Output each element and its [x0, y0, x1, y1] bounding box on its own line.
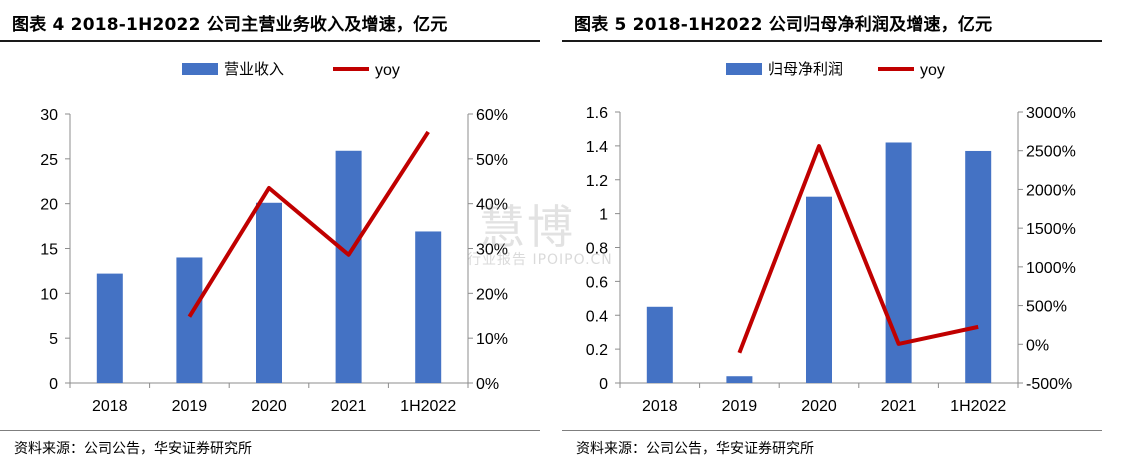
bar	[256, 202, 282, 383]
bar	[96, 273, 123, 383]
x-tick-label: 2020	[251, 398, 287, 415]
yoy-line	[187, 130, 430, 318]
bottom-rule	[562, 430, 1102, 431]
y-left-tick-label: 10	[40, 286, 58, 303]
chart-revenue: 0 5 10 15 20 25 30 0% 10% 20% 30% 40% 50% 60% 2018 2019…	[40, 61, 508, 415]
y-right-tick-label: 3000%	[1026, 105, 1076, 122]
x-tick-label: 1H2022	[950, 398, 1006, 415]
y-left-tick-label: 25	[40, 152, 58, 169]
source-note: 资料来源：公司公告，华安证券研究所	[14, 441, 252, 457]
y-right-tick-label: 2500%	[1026, 144, 1076, 161]
y-right-tick-label: 20%	[476, 286, 508, 303]
bar	[335, 150, 362, 383]
y-right-tick-label: 0%	[1026, 337, 1049, 354]
bottom-rule	[0, 430, 540, 431]
chart-title: 图表 4 2018-1H2022 公司主营业务收入及增速，亿元	[12, 15, 448, 35]
y-right-tick-label: 40%	[476, 197, 508, 214]
legend-line-label: yoy	[375, 62, 400, 79]
y-left-tick-label: 0	[49, 376, 58, 393]
y-left-tick-label: 1.6	[586, 105, 608, 122]
y-left-tick-label: 0.4	[586, 308, 608, 325]
bar	[176, 257, 203, 383]
y-right-tick-label: -500%	[1026, 376, 1072, 393]
legend-bar-swatch	[726, 63, 762, 75]
y-left-tick-label: 20	[40, 197, 58, 214]
y-left-tick-label: 1.2	[586, 173, 608, 190]
y-left-tick-label: 0	[599, 376, 608, 393]
y-right-tick-label: 10%	[476, 331, 508, 348]
y-right-tick-label: 1500%	[1026, 221, 1076, 238]
legend-bar-label: 营业收入	[224, 61, 284, 78]
x-tick-label: 2021	[881, 398, 917, 415]
y-right-tick-label: 30%	[476, 242, 508, 259]
bar	[965, 150, 992, 383]
y-right-tick-label: 2000%	[1026, 182, 1076, 199]
x-tick-label: 2018	[642, 398, 678, 415]
y-left-tick-label: 0.6	[586, 274, 608, 291]
bar	[646, 306, 673, 383]
y-left-tick-label: 1.4	[586, 139, 608, 156]
y-left-tick-label: 0.8	[586, 241, 608, 258]
y-right-tick-label: 500%	[1026, 299, 1067, 316]
y-left-tick-label: 0.2	[586, 342, 608, 359]
title-rule	[562, 40, 1102, 42]
x-tick-label: 2018	[92, 398, 128, 415]
x-tick-label: 2020	[801, 398, 837, 415]
chart-net-profit: 0 0.2 0.4 0.6 0.8 1 1.2 1.4 1.6 -500% 0% 500% 1000% 1…	[586, 61, 1076, 415]
y-right-tick-label: 60%	[476, 107, 508, 124]
x-tick-label: 2019	[172, 398, 208, 415]
yoy-line	[737, 144, 979, 354]
x-tick-label: 2021	[331, 398, 367, 415]
chart-panel-net-profit: 图表 5 2018-1H2022 公司归母净利润及增速，亿元 0 0.2 0.4 0.…	[562, 0, 1102, 467]
x-tick-label: 1H2022	[400, 398, 456, 415]
y-left-tick-label: 1	[599, 207, 608, 224]
source-note: 资料来源：公司公告，华安证券研究所	[576, 441, 814, 457]
bar	[726, 376, 753, 383]
legend-bar-label: 归母净利润	[768, 61, 843, 78]
y-right-tick-label: 0%	[476, 376, 499, 393]
legend-line-label: yoy	[920, 62, 945, 79]
y-right-tick-label: 1000%	[1026, 260, 1076, 277]
chart-title: 图表 5 2018-1H2022 公司归母净利润及增速，亿元	[574, 15, 993, 35]
y-right-tick-label: 50%	[476, 152, 508, 169]
bar	[885, 142, 912, 383]
y-left-tick-label: 15	[40, 242, 58, 259]
chart-panel-revenue: 图表 4 2018-1H2022 公司主营业务收入及增速，亿元 0 5 10 15 20…	[0, 0, 540, 467]
legend-bar-swatch	[182, 63, 218, 75]
y-left-tick-label: 5	[49, 331, 58, 348]
bar	[806, 196, 832, 383]
title-rule	[0, 40, 540, 42]
bar	[415, 231, 442, 383]
y-left-tick-label: 30	[40, 107, 58, 124]
x-tick-label: 2019	[722, 398, 758, 415]
